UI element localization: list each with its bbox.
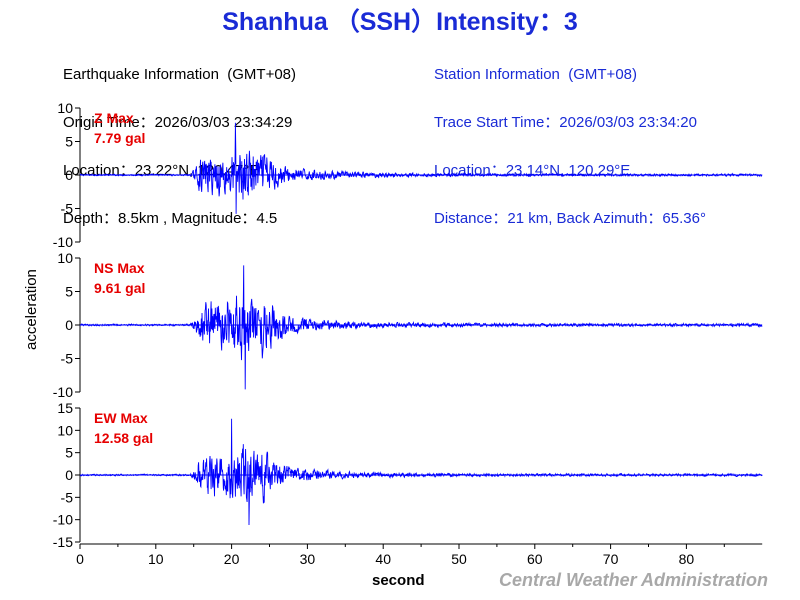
trace-start-time: Trace Start Time：2026/03/03 23:34:20 — [434, 114, 697, 131]
y-tick-label: -5 — [61, 351, 74, 367]
y-tick-label: -10 — [53, 384, 73, 400]
max-value: 7.79 gal — [94, 130, 145, 146]
x-tick-label: 50 — [451, 551, 467, 567]
y-tick-label: 5 — [65, 445, 73, 461]
y-tick-label: -15 — [53, 534, 73, 550]
max-label: EW Max — [94, 410, 148, 426]
y-tick-label: 15 — [57, 400, 73, 416]
x-tick-label: 30 — [300, 551, 316, 567]
credit-text: Central Weather Administration — [498, 570, 768, 590]
waveform-trace — [79, 122, 763, 214]
x-tick-label: 40 — [375, 551, 391, 567]
y-tick-label: -5 — [61, 201, 74, 217]
y-tick-label: -10 — [53, 234, 73, 250]
max-value: 9.61 gal — [94, 280, 145, 296]
x-tick-label: 80 — [679, 551, 695, 567]
panel-z: 10 5 0 -5 -10 Z Max 7.79 gal — [53, 100, 763, 250]
y-tick-label: 10 — [57, 100, 73, 116]
x-axis-label: second — [372, 572, 425, 589]
panel-ns: 10 5 0 -5 -10 NS Max 9.61 gal — [53, 250, 763, 400]
station-distance: Distance：21 km, Back Azimuth：65.36° — [434, 210, 706, 227]
x-tick-label: 0 — [76, 551, 84, 567]
origin-time: Origin Time：2026/03/03 23:34:29 — [63, 114, 293, 131]
y-tick-label: 0 — [65, 467, 73, 483]
x-tick-label: 70 — [603, 551, 619, 567]
y-tick-label: 5 — [65, 134, 73, 150]
y-tick-label: 0 — [65, 167, 73, 183]
x-tick-label: 60 — [527, 551, 543, 567]
y-axis-label: acceleration — [23, 269, 40, 350]
y-tick-label: 5 — [65, 284, 73, 300]
x-tick-label: 20 — [224, 551, 240, 567]
max-value: 12.58 gal — [94, 430, 153, 446]
y-tick-label: -10 — [53, 512, 73, 528]
earthquake-info-heading: Earthquake Information (GMT+08) — [63, 66, 297, 83]
waveform-trace — [79, 418, 763, 526]
y-tick-label: 10 — [57, 422, 73, 438]
y-tick-label: 0 — [65, 317, 73, 333]
panel-ew: 15 10 5 0 -5 -10 -15 EW Max 12.58 gal — [53, 400, 763, 550]
station-info-heading: Station Information (GMT+08) — [434, 66, 637, 83]
depth-magnitude: Depth：8.5km , Magnitude：4.5 — [63, 210, 278, 227]
y-tick-label: -5 — [61, 489, 74, 505]
y-tick-label: 10 — [57, 250, 73, 266]
x-tick-label: 10 — [148, 551, 164, 567]
chart-title: Shanhua （SSH）Intensity：3 — [222, 8, 578, 36]
max-label: Z Max — [94, 110, 134, 126]
waveform-trace — [79, 265, 763, 390]
max-label: NS Max — [94, 260, 145, 276]
